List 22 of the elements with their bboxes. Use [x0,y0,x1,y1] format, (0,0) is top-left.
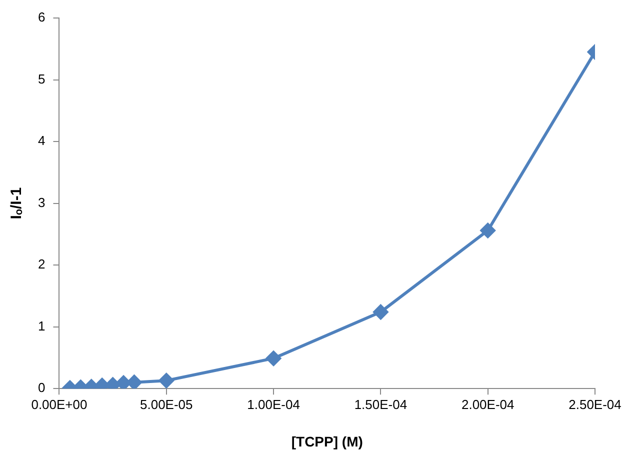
point [105,377,120,389]
x-axis-title: [TCPP] (M) [291,433,363,450]
x-tick-label: 1.00E-04 [247,396,300,412]
y-tick-label: 4 [38,133,46,148]
point [480,222,496,238]
x-tick-label: 0.00E+00 [31,396,88,412]
point [266,350,282,366]
point [126,374,142,389]
y-tick-label: 0 [38,380,46,396]
x-tick-label: 5.00E-05 [140,396,193,412]
point [116,376,132,389]
y-tick-label: 1 [38,318,46,334]
x-tick-label: 1.50E-04 [354,396,408,412]
y-tick-label: 2 [38,256,46,272]
y-tick-label: 6 [38,10,46,25]
x-tick-label: 2.50E-04 [568,396,622,412]
point [373,304,388,320]
y-tick-label: 5 [38,71,46,86]
y-tick-label: 3 [38,194,46,210]
x-tick-label: 2.00E-04 [461,396,514,412]
y-axis-title: Iₒ/I-1 [8,187,26,220]
point [158,373,174,388]
